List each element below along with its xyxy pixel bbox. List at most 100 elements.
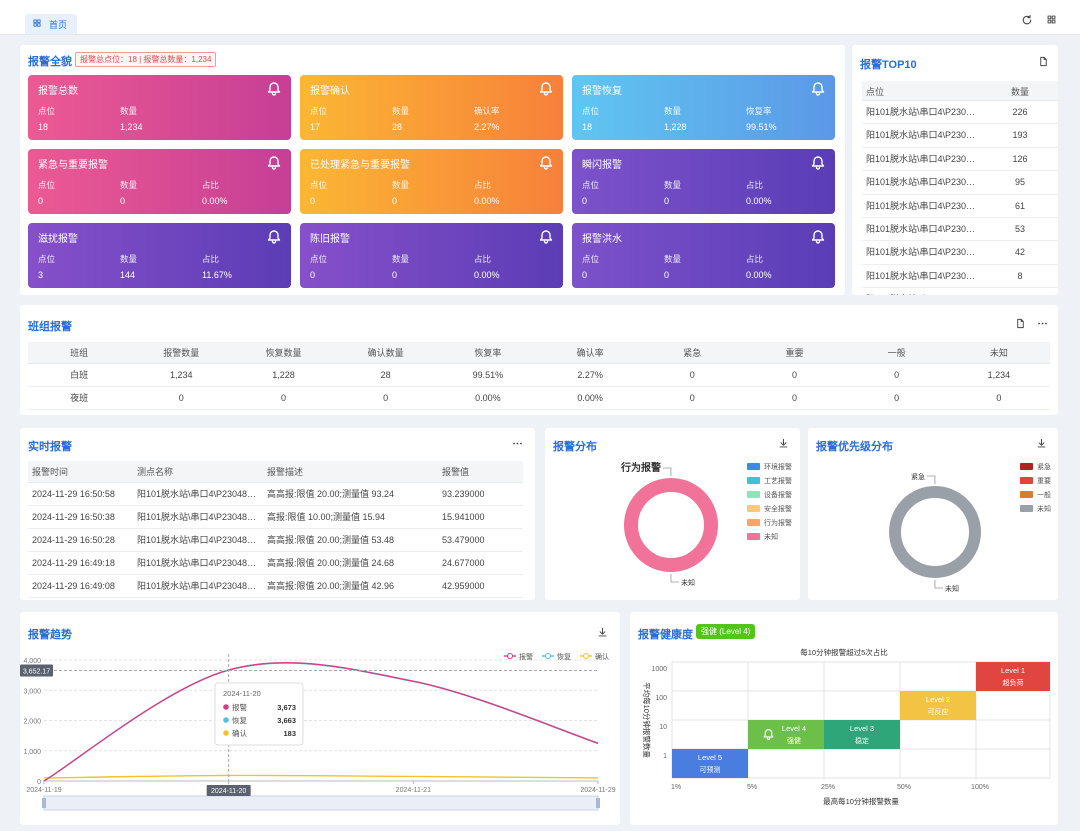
card-title: 报警洪水 (582, 234, 622, 245)
card-field-label: 点位 (38, 106, 56, 116)
card-field-value: 2.27% (474, 122, 500, 132)
doc-icon[interactable] (1038, 56, 1049, 67)
table-cell: 61 (1014, 200, 1025, 211)
card-field-label: 数量 (120, 254, 138, 264)
panel-title: 报警趋势 (28, 629, 72, 641)
table-cell: 8 (1017, 270, 1023, 281)
grid-icon[interactable] (32, 18, 42, 28)
table-header-row (862, 81, 1058, 101)
download-icon[interactable] (778, 438, 789, 449)
stat-card: 已处理紧急与重要报警 点位 0 数量 0 占比 0.00% (300, 149, 563, 214)
table-header-cell: 测点名称 (137, 467, 174, 477)
slice-label: 未知 (945, 584, 959, 593)
table-cell: 阳101脱水站\串口4\P23048... (866, 247, 982, 258)
card-field-label: 点位 (582, 180, 600, 190)
card-field-label: 占比 (202, 254, 220, 264)
card-field-label: 点位 (582, 254, 600, 264)
slice-label: 紧急 (911, 472, 925, 481)
card-field-label: 数量 (392, 254, 410, 264)
card-title: 紧急与重要报警 (38, 160, 108, 171)
card-field-label: 数量 (664, 106, 682, 116)
level-label: 超负荷 (1003, 678, 1024, 687)
panel-title: 班组报警 (28, 321, 72, 333)
level-cell (976, 662, 1050, 691)
icon-path (539, 230, 553, 244)
card-field-value: 0 (664, 270, 670, 280)
table-header-cell: 恢复数量 (265, 348, 302, 358)
x-tick-label: 2024-11-29 (580, 787, 615, 794)
bell-icon[interactable] (266, 229, 282, 245)
tooltip-name: 恢复 (232, 715, 247, 725)
series-line (43, 774, 599, 779)
tab[interactable]: 首页 (25, 14, 77, 34)
legend-swatch (747, 519, 760, 526)
health-matrix: 每10分钟报警超过5次占比 Level 5 可预测 Level 4 强健 Level 3 稳… (642, 647, 1051, 806)
icon-path (1022, 14, 1032, 25)
card-field-label: 点位 (310, 254, 328, 264)
table-row (862, 218, 1058, 242)
stat-card: 报警确认 点位 17 数量 28 确认率 2.27% (300, 75, 563, 140)
series-line (43, 662, 599, 782)
tab-bar: 首页 (0, 0, 1080, 35)
card-field-value: 0 (38, 196, 44, 206)
x-tick-label: 5% (747, 784, 757, 791)
download-icon[interactable] (597, 627, 608, 638)
bell-icon[interactable] (266, 155, 282, 171)
legend-label: 确认 (595, 652, 609, 661)
bell-icon[interactable] (266, 81, 282, 97)
donut-slice (624, 478, 718, 572)
card-field-label: 数量 (120, 180, 138, 190)
stat-card: 陈旧报警 点位 0 数量 0 占比 0.00% (300, 223, 563, 288)
x-tick-label: 2024-11-19 (26, 787, 61, 794)
card-field-label: 占比 (202, 180, 220, 190)
y-tick-label: 0 (37, 779, 41, 786)
stat-card: 瞬闪报警 点位 0 数量 0 占比 0.00% (572, 149, 835, 214)
legend-swatch (747, 505, 760, 512)
icon-path (779, 438, 788, 448)
bell-icon[interactable] (810, 155, 826, 171)
table-cell: 24.677000 (442, 558, 485, 568)
table-cell: 53 (1014, 224, 1025, 234)
card-field-value: 28 (392, 122, 403, 132)
grid-icon[interactable] (1046, 14, 1057, 25)
download-icon[interactable] (1036, 438, 1047, 449)
table-row (862, 101, 1058, 125)
table-cell: 阳101脱水站\串口4\P230489CH... (137, 581, 263, 591)
icon-path (267, 230, 281, 244)
table-header-cell: 重要 (785, 348, 804, 358)
tooltip-box (214, 682, 304, 746)
card-title: 报警确认 (310, 86, 350, 97)
overview-panel: 报警全貌 报警总点位：18 | 报警总数量：1,234 报警总数 点位 18 数量 1,23… (20, 45, 845, 295)
doc-icon[interactable] (1015, 318, 1026, 329)
legend-label: 紧急 (1037, 462, 1051, 471)
legend-label: 未知 (764, 532, 778, 541)
refresh-icon[interactable] (1021, 14, 1033, 26)
stat-card: 报警总数 点位 18 数量 1,234 (28, 75, 291, 140)
table-cell: 0 (791, 370, 797, 380)
more-icon[interactable] (512, 438, 523, 449)
bell-icon[interactable] (538, 155, 554, 171)
label-leader (927, 475, 936, 484)
table-row (28, 483, 523, 506)
table-cell: 226 (1012, 107, 1028, 117)
stat-card: 滋扰报警 点位 3 数量 144 占比 11.67% (28, 223, 291, 288)
tab-label: 首页 (49, 20, 68, 30)
level-cell (748, 720, 824, 749)
more-icon[interactable] (1037, 318, 1048, 329)
bell-icon[interactable] (538, 81, 554, 97)
legend-label: 一般 (1037, 490, 1051, 499)
bell-icon[interactable] (810, 229, 826, 245)
table-cell: 阳101脱水站\串口4\P23048... (866, 177, 982, 188)
legend-label: 环境报警 (764, 462, 792, 471)
table-cell: 2.27% (577, 370, 603, 380)
card-field-value: 0.00% (202, 196, 228, 206)
zoom-slider (43, 795, 599, 811)
bell-icon[interactable] (810, 81, 826, 97)
table-cell: 阳101脱水站\串口4\P23048... (866, 130, 982, 141)
label-leader (663, 467, 672, 476)
table-cell: 阳101脱水站\串口4\P230489CH... (137, 535, 263, 545)
table-cell: 0 (280, 393, 286, 403)
bell-icon[interactable] (538, 229, 554, 245)
level-name: Level 4 (782, 724, 806, 733)
